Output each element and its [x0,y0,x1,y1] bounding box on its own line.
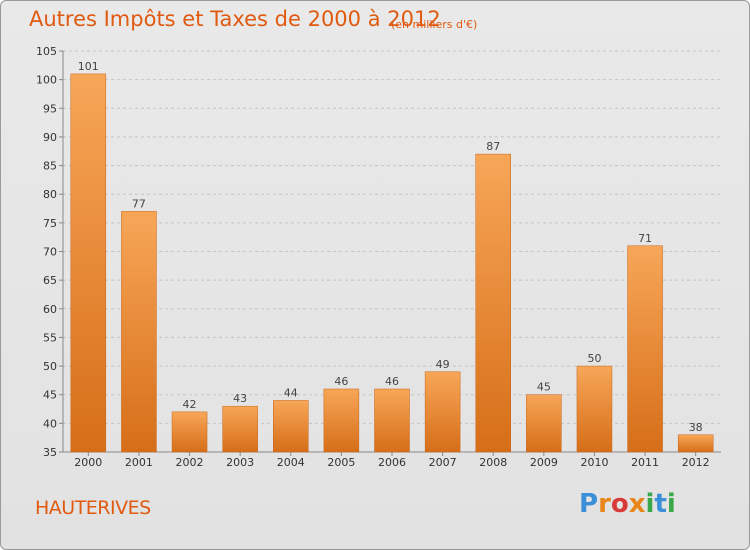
y-tick-label: 45 [43,389,57,402]
logo-letter: P [579,489,599,519]
labels-layer: 101 77 42 43 44 46 46 49 87 45 50 71 38 [78,60,703,434]
y-tick-label: 55 [43,331,57,344]
logo-letter: t [654,489,667,519]
bar-2009 [526,394,562,453]
logo-letter: i [645,489,655,519]
bar-value-label: 49 [436,358,450,371]
chart-subtitle: (en milliers d'€) [391,18,478,31]
bar-value-label: 43 [233,392,247,405]
y-tick-label: 60 [43,303,57,316]
bars-layer [70,73,714,453]
y-tick-label: 40 [43,417,57,430]
y-tick-label: 85 [43,160,57,173]
x-tick-label: 2012 [682,456,710,469]
bar-2005 [323,388,360,453]
y-tick-label: 35 [43,446,57,459]
bar-value-label: 71 [638,232,652,245]
bar-value-label: 46 [334,375,348,388]
x-tick-label: 2007 [429,456,457,469]
bar-2008 [475,153,511,453]
logo-letter: r [598,489,611,519]
y-tick-label: 50 [43,360,57,373]
x-tick-label: 2005 [327,456,355,469]
y-tick-label: 105 [36,45,57,58]
bar-value-label: 77 [132,197,146,210]
bar-value-label: 101 [78,60,99,73]
bar-2012 [677,434,714,453]
bar-2011 [627,245,663,453]
bar-2001 [121,211,157,453]
bar-value-label: 42 [183,398,197,411]
y-tick-label: 95 [43,102,57,115]
x-tick-label: 2009 [530,456,558,469]
x-tick-label: 2000 [74,456,102,469]
x-tick-label: 2001 [125,456,153,469]
bar-value-label: 44 [284,386,298,399]
logo-letter: o [610,489,629,519]
proxiti-logo[interactable]: Proxiti [579,489,676,519]
bar-2007 [424,371,461,453]
x-tick-label: 2008 [479,456,507,469]
y-tick-label: 65 [43,274,57,287]
x-tick-label: 2011 [631,456,659,469]
bar-2003 [222,405,258,453]
y-tick-label: 80 [43,188,57,201]
x-tick-label: 2004 [277,456,305,469]
bar-2004 [273,400,309,453]
bar-value-label: 50 [587,352,601,365]
location-label: HAUTERIVES [35,497,151,519]
chart-title: Autres Impôts et Taxes de 2000 à 2012 [29,7,441,31]
bar-value-label: 38 [689,421,703,434]
bar-2002 [171,411,208,453]
y-tick-label: 75 [43,217,57,230]
x-tick-label: 2003 [226,456,254,469]
bar-value-label: 46 [385,375,399,388]
x-tick-label: 2006 [378,456,406,469]
logo-letter: x [628,489,646,519]
bar-2010 [576,365,613,453]
y-tick-label: 100 [36,74,57,87]
y-tick-label: 90 [43,131,57,144]
logo-letter: i [666,489,676,519]
bar-2006 [374,388,410,453]
bar-2000 [70,73,107,453]
y-tick-label: 70 [43,246,57,259]
bar-value-label: 45 [537,381,551,394]
x-tick-label: 2010 [580,456,608,469]
bar-value-label: 87 [486,140,500,153]
x-tick-label: 2002 [176,456,204,469]
